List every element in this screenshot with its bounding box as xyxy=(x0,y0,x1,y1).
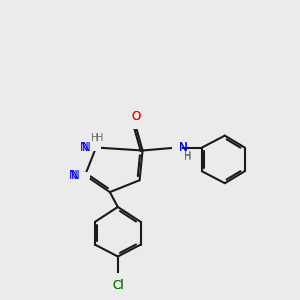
Text: Cl: Cl xyxy=(112,279,124,292)
Text: N: N xyxy=(178,141,187,154)
Text: Cl: Cl xyxy=(112,279,124,292)
Text: N: N xyxy=(82,141,91,154)
FancyBboxPatch shape xyxy=(172,144,182,151)
FancyBboxPatch shape xyxy=(131,122,141,129)
FancyBboxPatch shape xyxy=(91,144,101,151)
Text: O: O xyxy=(131,110,140,123)
Text: H: H xyxy=(184,152,191,161)
Text: N: N xyxy=(80,141,89,154)
FancyBboxPatch shape xyxy=(80,172,90,179)
Text: H: H xyxy=(97,133,104,143)
Text: N: N xyxy=(71,169,80,182)
Text: O: O xyxy=(131,110,140,123)
FancyBboxPatch shape xyxy=(113,273,123,280)
Text: H: H xyxy=(91,133,98,143)
Text: H: H xyxy=(184,152,191,162)
Text: N: N xyxy=(178,141,187,154)
Text: N: N xyxy=(69,169,78,182)
